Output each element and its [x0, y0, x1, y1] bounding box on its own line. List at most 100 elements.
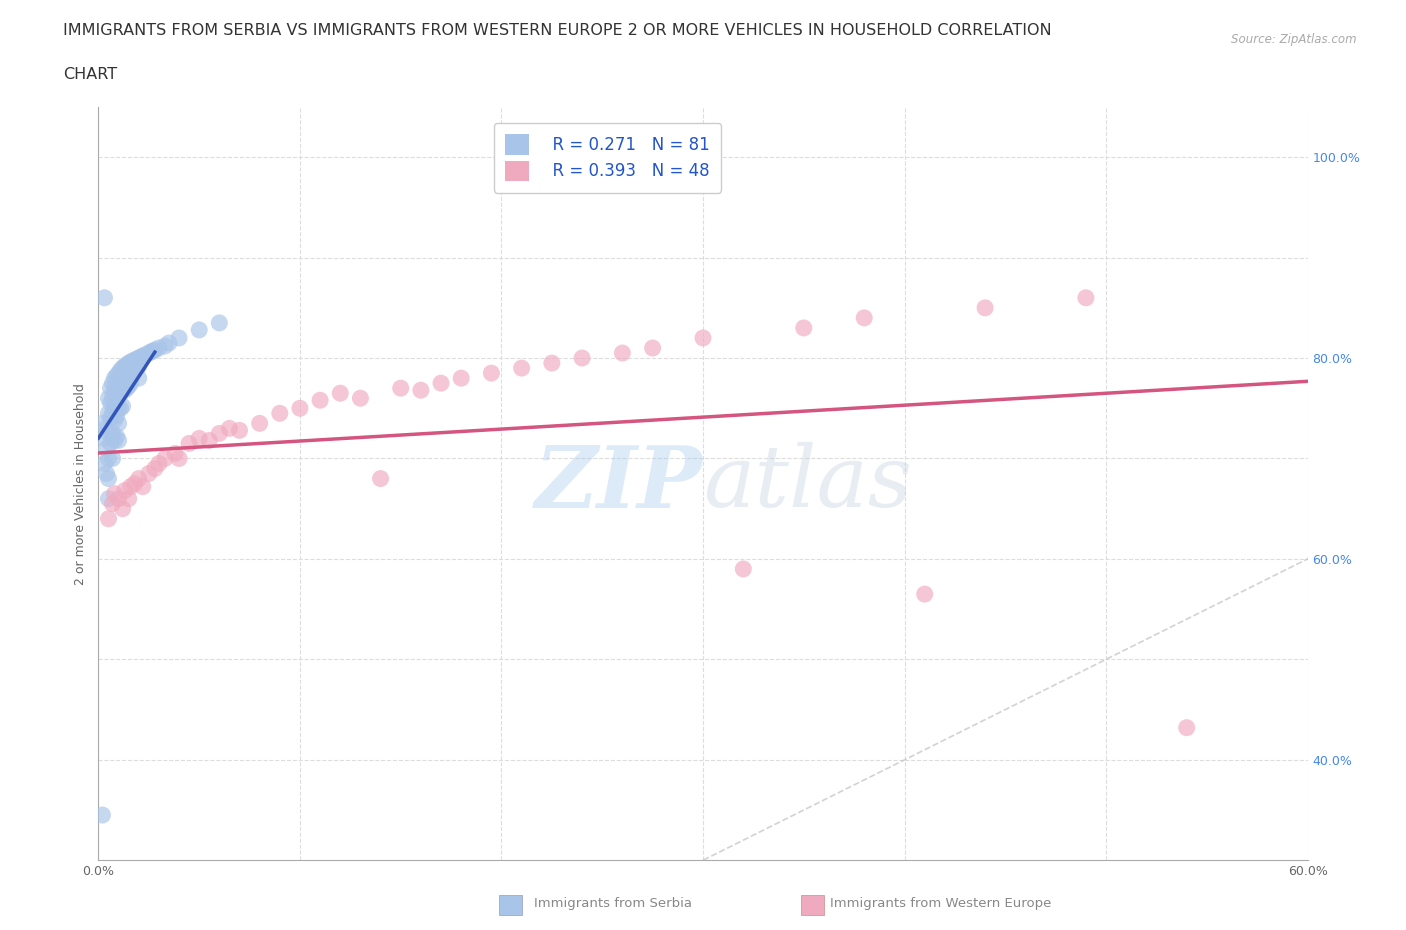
Point — [101, 451, 124, 466]
Point — [91, 416, 114, 431]
Point — [105, 429, 128, 444]
Point — [111, 501, 134, 516]
Point — [97, 451, 120, 466]
Point — [96, 421, 118, 436]
Point — [110, 401, 132, 416]
Point — [157, 336, 180, 351]
Point — [100, 436, 122, 451]
Point — [107, 416, 129, 431]
Point — [134, 348, 156, 363]
Point — [148, 456, 170, 471]
Point — [100, 411, 122, 426]
Point — [103, 383, 125, 398]
Point — [309, 392, 332, 407]
Point — [110, 386, 132, 401]
Point — [107, 376, 129, 391]
Point — [188, 323, 211, 338]
Point — [288, 401, 311, 416]
Point — [101, 497, 124, 512]
Point — [163, 446, 186, 461]
Point — [100, 396, 122, 411]
Point — [124, 362, 146, 377]
Text: Immigrants from Serbia: Immigrants from Serbia — [534, 897, 692, 910]
Point — [540, 355, 562, 370]
Point — [153, 339, 176, 353]
Point — [115, 367, 138, 382]
Point — [409, 383, 432, 398]
Point — [793, 321, 815, 336]
Point — [914, 587, 936, 602]
Point — [510, 361, 533, 376]
Point — [249, 416, 271, 431]
Point — [125, 352, 148, 366]
Point — [97, 491, 120, 506]
Text: ZIP: ZIP — [536, 442, 703, 525]
Point — [97, 405, 120, 420]
Point — [139, 345, 162, 360]
Point — [115, 358, 138, 373]
Point — [167, 330, 190, 345]
Point — [107, 389, 129, 404]
Point — [120, 479, 142, 494]
Text: IMMIGRANTS FROM SERBIA VS IMMIGRANTS FROM WESTERN EUROPE 2 OR MORE VEHICLES IN H: IMMIGRANTS FROM SERBIA VS IMMIGRANTS FRO… — [63, 23, 1052, 38]
Point — [105, 409, 128, 424]
Point — [129, 350, 152, 365]
Point — [138, 466, 160, 481]
Point — [349, 391, 371, 405]
Point — [167, 451, 190, 466]
Point — [111, 383, 134, 398]
Point — [612, 346, 634, 361]
Point — [148, 340, 170, 355]
Point — [120, 364, 142, 379]
Point — [733, 562, 755, 577]
Point — [329, 386, 352, 401]
Point — [138, 346, 160, 361]
Point — [143, 342, 166, 357]
Point — [120, 354, 142, 369]
Point — [93, 431, 115, 445]
Point — [370, 472, 392, 486]
Point — [118, 379, 141, 393]
Point — [118, 365, 141, 380]
Point — [430, 376, 453, 391]
Point — [641, 340, 664, 355]
Point — [103, 413, 125, 428]
Point — [143, 461, 166, 476]
Point — [93, 290, 115, 305]
Point — [105, 368, 128, 383]
Point — [107, 401, 129, 416]
Point — [101, 426, 124, 441]
Point — [128, 371, 150, 386]
Point — [450, 371, 472, 386]
Legend:   R = 0.271   N = 81,   R = 0.393   N = 48: R = 0.271 N = 81, R = 0.393 N = 48 — [494, 123, 721, 193]
Point — [97, 426, 120, 441]
Point — [110, 363, 132, 378]
Point — [114, 484, 136, 498]
Point — [208, 426, 231, 441]
Point — [692, 330, 714, 345]
Point — [118, 491, 141, 506]
Point — [269, 405, 291, 420]
Point — [120, 376, 142, 391]
Point — [97, 512, 120, 526]
Point — [188, 431, 211, 445]
Point — [103, 371, 125, 386]
Point — [115, 380, 138, 395]
Point — [128, 472, 150, 486]
Point — [389, 380, 412, 395]
Point — [101, 391, 124, 405]
Point — [100, 380, 122, 395]
Point — [142, 343, 165, 358]
Point — [111, 399, 134, 414]
Point — [107, 491, 129, 506]
Point — [114, 368, 136, 383]
Point — [128, 351, 150, 365]
Point — [111, 361, 134, 376]
Point — [101, 376, 124, 391]
Point — [96, 441, 118, 456]
Point — [101, 405, 124, 420]
Point — [105, 392, 128, 407]
Point — [107, 365, 129, 380]
Text: atlas: atlas — [703, 443, 912, 525]
Point — [571, 351, 593, 365]
